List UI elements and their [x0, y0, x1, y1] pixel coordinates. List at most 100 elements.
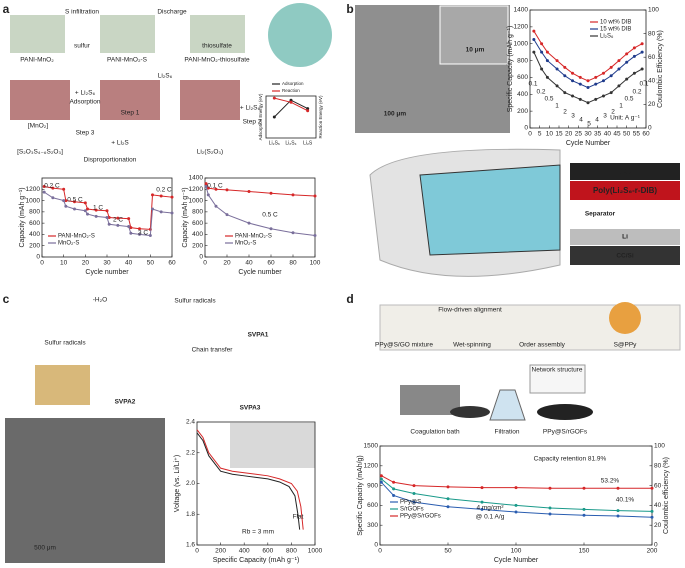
annotation: 0.2 C	[156, 187, 172, 194]
cell-layers	[419, 164, 561, 256]
y2-axis-label: Coulombic Efficiency (%)	[657, 30, 664, 108]
y-tick-label: 0	[374, 542, 378, 549]
panel-letter: b	[346, 2, 353, 16]
machine-icon	[400, 385, 460, 415]
y-tick-label: 600	[517, 74, 528, 81]
data-point	[540, 50, 544, 54]
y-tick-label: 200	[192, 242, 203, 249]
diagram-label: 100 μm	[384, 111, 407, 118]
data-point	[594, 75, 598, 79]
diagram-label: Adsorption	[69, 99, 100, 106]
data-point	[62, 199, 66, 203]
data-point	[107, 216, 111, 219]
data-point	[514, 510, 518, 514]
sem-inset	[439, 5, 509, 65]
x-tick-label: 60	[267, 260, 275, 267]
data-point	[632, 54, 636, 58]
data-point	[138, 227, 141, 231]
data-point	[446, 497, 450, 501]
y-tick-label: 200	[29, 242, 40, 249]
series-line	[380, 481, 653, 518]
series-line	[196, 429, 304, 530]
data-point	[650, 509, 654, 513]
series-line	[381, 475, 652, 489]
diagram-label: Poly(Li₂S₆-r-DIB)	[593, 186, 657, 195]
y-axis-label: Specific Capacity (mAh/g)	[357, 455, 364, 536]
y-tick-label: 300	[367, 522, 378, 529]
data-point	[269, 191, 273, 195]
y2-tick-label: 100	[648, 7, 659, 14]
data-point	[582, 507, 586, 511]
y-tick-label: 800	[29, 209, 40, 216]
x-tick-label: 5	[538, 131, 542, 138]
y2-tick-label: 80	[654, 463, 662, 470]
data-point	[545, 59, 549, 63]
diagram-label: SVPA3	[240, 405, 261, 412]
x-tick-label: 400	[239, 548, 250, 555]
series-line	[533, 30, 643, 82]
data-point	[617, 59, 621, 63]
data-point	[582, 513, 586, 517]
data-point	[289, 100, 293, 104]
y2-tick-label: 0	[654, 542, 658, 549]
annotation: 3	[571, 113, 575, 120]
annotation: 0.5	[544, 96, 553, 103]
x-axis-label: Cycle Number	[566, 140, 611, 147]
data-point	[625, 60, 629, 64]
diagram-label: 500 μm	[34, 545, 56, 552]
diagram-label: S@PPy	[614, 342, 638, 349]
data-point	[532, 38, 536, 41]
x-axis-label: Cycle Number	[494, 557, 539, 564]
artwork	[5, 3, 681, 563]
diagram-label: PPy@S/rGOFs	[543, 429, 588, 436]
data-point	[555, 84, 559, 88]
plot-frame	[379, 445, 653, 546]
legend-label: PPy@S/rGOFs	[400, 514, 441, 520]
diagram-label: Chain transfer	[192, 347, 234, 354]
data-point	[625, 77, 629, 81]
diagram-label: Li₂(S₂O₃)	[197, 149, 223, 156]
annotation: 4	[579, 117, 583, 124]
data-point	[609, 74, 613, 78]
data-point	[640, 67, 644, 71]
y2-tick-label: 0	[648, 125, 652, 132]
data-point	[617, 67, 621, 71]
data-point	[204, 182, 208, 186]
data-point	[594, 97, 598, 101]
bath-icon	[450, 406, 490, 418]
data-point	[62, 187, 66, 191]
data-point	[73, 207, 76, 211]
x-tick-label: 30	[103, 260, 111, 267]
structure-image	[100, 80, 160, 120]
data-point	[148, 234, 152, 238]
data-point	[548, 512, 552, 516]
x-tick-label: 1000	[308, 548, 323, 555]
y-tick-label: 1.6	[186, 542, 195, 549]
legend-label: MnO₂-S	[58, 241, 79, 247]
y-tick-label: 1200	[26, 186, 41, 193]
y2-tick-label: 40	[654, 502, 662, 509]
structure-image	[180, 80, 240, 120]
legend-label: PPy@S	[400, 500, 421, 506]
data-point	[127, 225, 131, 229]
annotation: 0.5 C	[262, 212, 278, 219]
data-point	[269, 227, 273, 231]
data-point	[159, 194, 163, 198]
data-point	[571, 94, 575, 98]
x-axis-label: Cycle number	[85, 269, 129, 276]
x-tick-label: 200	[215, 548, 226, 555]
x-axis-label: Cycle number	[238, 269, 282, 276]
x-tick-label: Li₂S₄	[285, 140, 296, 146]
legend-label: 10 wt% DIB	[600, 20, 631, 26]
y-tick-label: 1200	[189, 186, 204, 193]
data-point	[204, 184, 208, 188]
data-point	[51, 186, 55, 190]
diagram-label: CC	[619, 167, 631, 176]
data-point	[586, 79, 590, 83]
layer-ccsi	[570, 246, 680, 265]
x-tick-label: 20	[82, 260, 90, 267]
y-tick-label: 1500	[364, 443, 379, 450]
data-point	[127, 217, 131, 221]
annotation: 53.2%	[601, 478, 620, 485]
diagram-label: Network structure	[532, 367, 583, 374]
